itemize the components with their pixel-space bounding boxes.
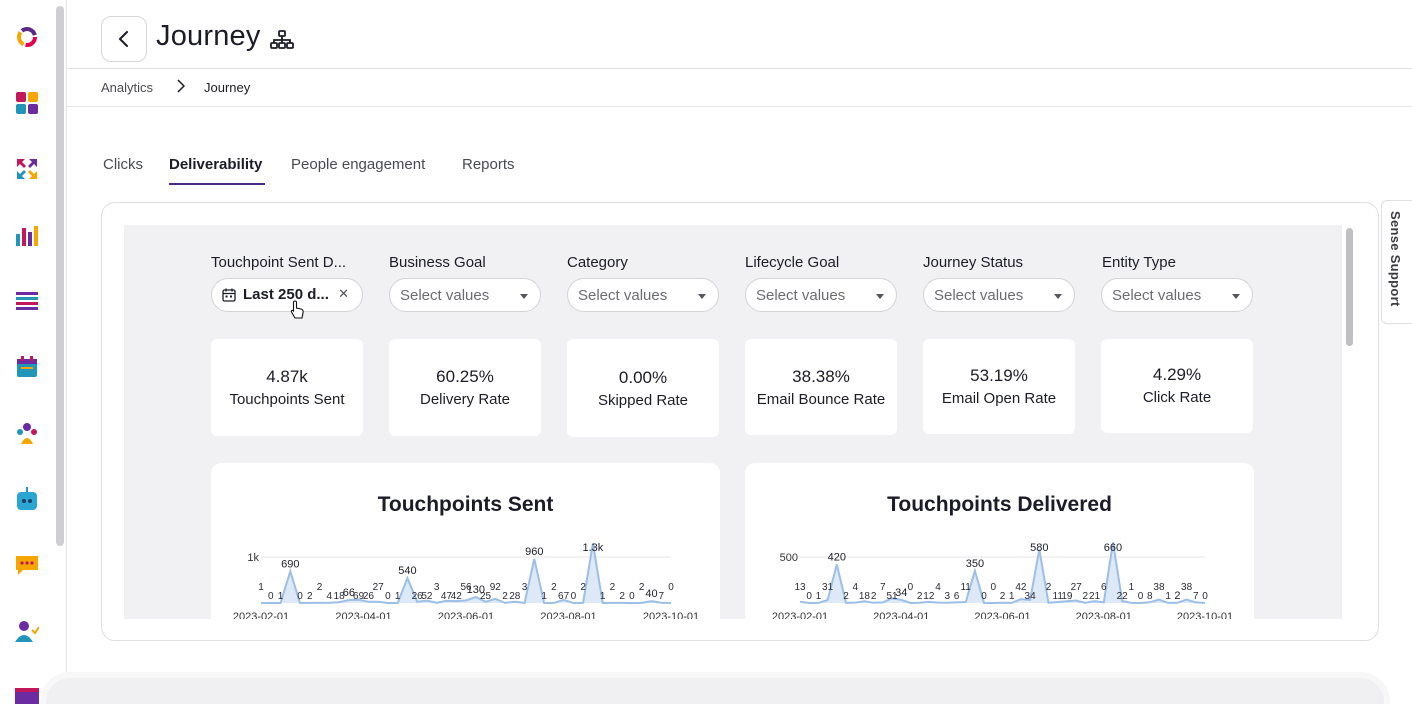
entity-type-placeholder: Select values (1112, 287, 1202, 304)
analytics-icon[interactable] (14, 222, 40, 248)
caret-down-icon (1232, 294, 1240, 299)
chat-icon[interactable] (14, 552, 40, 578)
kpi-label: Click Rate (1142, 389, 1212, 406)
dashboard-grid-icon[interactable] (14, 90, 40, 116)
app-logo-icon[interactable] (14, 24, 40, 50)
bottom-panel (40, 672, 1390, 704)
sense-support-label: Sense Support (1388, 211, 1403, 307)
caret-down-icon (1054, 294, 1062, 299)
window-icon[interactable] (14, 684, 40, 704)
user-settings-icon[interactable] (14, 618, 40, 644)
filter-label-business-goal: Business Goal (389, 254, 486, 271)
kpi-email-open-rate: 53.19% Email Open Rate (923, 339, 1075, 434)
kpi-value: 0.00% (618, 368, 668, 387)
journey-status-select[interactable]: Select values (923, 278, 1075, 312)
hierarchy-icon (270, 30, 294, 49)
caret-down-icon (698, 294, 706, 299)
kpi-value: 38.38% (792, 367, 850, 386)
kpi-skipped-rate: 0.00% Skipped Rate (567, 339, 719, 437)
filter-label-category: Category (567, 254, 628, 271)
tab-clicks[interactable]: Clicks (103, 156, 143, 173)
bot-icon[interactable] (14, 486, 40, 512)
caret-down-icon (876, 294, 884, 299)
kpi-value: 53.19% (970, 366, 1028, 385)
category-select[interactable]: Select values (567, 278, 719, 312)
breadcrumb: Analytics Journey (67, 69, 1412, 107)
kpi-label: Touchpoints Sent (229, 391, 345, 408)
active-tab-indicator (169, 183, 265, 185)
lifecycle-goal-placeholder: Select values (756, 287, 846, 304)
dashboard-scrollbar[interactable] (1346, 228, 1353, 346)
kpi-email-bounce-rate: 38.38% Email Bounce Rate (745, 339, 897, 435)
business-goal-select[interactable]: Select values (389, 278, 541, 312)
arrows-icon[interactable] (14, 156, 40, 182)
kpi-click-rate: 4.29% Click Rate (1101, 339, 1253, 433)
kpi-label: Email Bounce Rate (756, 391, 886, 408)
filter-label-lifecycle-goal: Lifecycle Goal (745, 254, 840, 271)
filter-label-journey-status: Journey Status (923, 254, 1024, 271)
breadcrumb-journey: Journey (204, 80, 251, 95)
kpi-value: 4.29% (1152, 365, 1202, 384)
chevron-right-icon (177, 79, 186, 96)
kpi-label: Skipped Rate (597, 392, 689, 409)
rail-divider (66, 0, 67, 704)
tab-people-engagement[interactable]: People engagement (291, 156, 426, 173)
chevron-left-icon (119, 31, 128, 47)
tab-deliverability[interactable]: Deliverability (169, 156, 263, 173)
tab-reports[interactable]: Reports (462, 156, 515, 173)
calendar-icon[interactable] (14, 354, 40, 380)
kpi-value: 60.25% (436, 367, 494, 386)
clear-icon[interactable]: ✕ (338, 286, 349, 301)
entity-type-select[interactable]: Select values (1101, 278, 1253, 312)
left-rail (0, 0, 56, 704)
lifecycle-goal-select[interactable]: Select values (745, 278, 897, 312)
back-button[interactable] (101, 16, 147, 62)
filter-label-touchpoint-sent-date: Touchpoint Sent D... (211, 254, 347, 271)
business-goal-placeholder: Select values (400, 287, 490, 304)
hand-cursor-icon (290, 300, 304, 319)
team-icon[interactable] (14, 420, 40, 446)
filter-label-entity-type: Entity Type (1102, 254, 1176, 271)
caret-down-icon (520, 294, 528, 299)
kpi-delivery-rate: 60.25% Delivery Rate (389, 339, 541, 436)
kpi-label: Email Open Rate (941, 390, 1057, 407)
list-icon[interactable] (14, 288, 40, 314)
kpi-touchpoints-sent: 4.87k Touchpoints Sent (211, 339, 363, 436)
date-range-select[interactable]: Last 250 d... ✕ (211, 278, 363, 312)
rail-scrollbar[interactable] (56, 6, 64, 546)
page-title: Journey (156, 20, 261, 52)
calendar-icon (222, 288, 236, 302)
date-range-value: Last 250 d... (243, 286, 329, 303)
kpi-value: 4.87k (266, 367, 308, 386)
page-header: Journey (67, 0, 1412, 69)
breadcrumb-analytics[interactable]: Analytics (101, 80, 154, 95)
category-placeholder: Select values (578, 287, 668, 304)
sense-support-tab[interactable]: Sense Support (1381, 200, 1412, 324)
journey-status-placeholder: Select values (934, 287, 1024, 304)
kpi-label: Delivery Rate (419, 391, 511, 408)
